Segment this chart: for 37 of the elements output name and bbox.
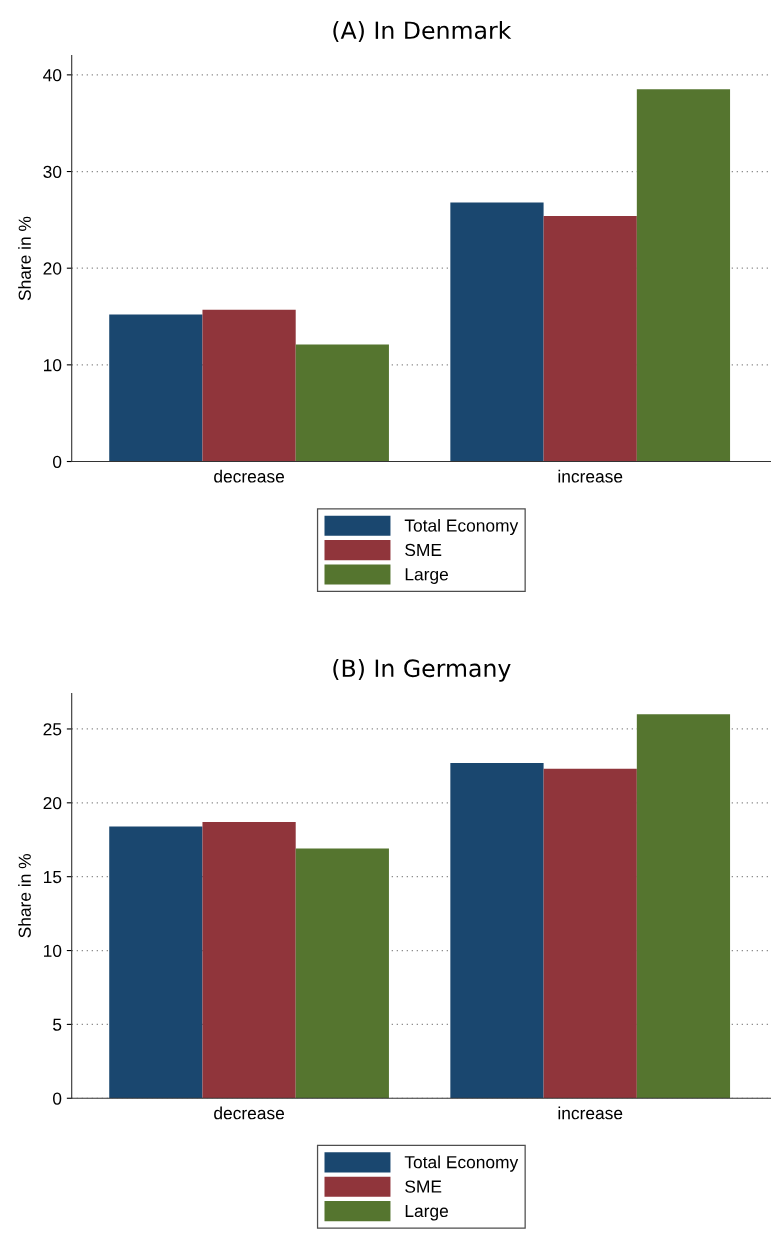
- bar: [295, 344, 389, 462]
- chart-title: (B) In Germany: [333, 658, 511, 682]
- y-tick-label: 0: [53, 455, 62, 468]
- y-tick-label: 10: [44, 944, 62, 957]
- legend-label: Total Economy: [404, 1155, 519, 1172]
- y-tick-label: 30: [43, 165, 62, 178]
- y-axis-title: Share in %: [18, 854, 31, 938]
- x-tick-label: decrease: [214, 1106, 285, 1120]
- x-tick-label: decrease: [214, 469, 285, 483]
- legend-label: Large: [405, 1204, 448, 1221]
- bar: [543, 768, 637, 1099]
- y-tick-label: 20: [43, 796, 62, 810]
- y-tick-label: 25: [43, 723, 62, 736]
- y-tick-label: 40: [43, 69, 62, 82]
- bar: [295, 848, 389, 1099]
- y-tick-label: 20: [43, 262, 62, 275]
- legend-label: Large: [405, 568, 448, 584]
- bar: [109, 314, 203, 462]
- y-axis-title: Share in %: [18, 216, 31, 301]
- y-tick-label: 15: [44, 871, 62, 884]
- legend-label: SME: [405, 1180, 442, 1193]
- bar: [450, 202, 544, 462]
- bar: [202, 822, 296, 1099]
- bar: [109, 826, 203, 1099]
- bar: [636, 89, 731, 462]
- chart-title: (A) In Denmark: [333, 20, 512, 42]
- bar: [202, 309, 296, 462]
- x-tick-label: increase: [558, 1106, 623, 1120]
- bar: [636, 714, 731, 1099]
- legend-label: Total Economy: [404, 518, 519, 536]
- x-tick-label: increase: [558, 469, 623, 483]
- bar: [450, 762, 544, 1099]
- legend-label: SME: [405, 543, 442, 557]
- bar: [543, 215, 637, 462]
- y-tick-label: 5: [53, 1018, 62, 1031]
- y-tick-label: 0: [53, 1092, 62, 1105]
- y-tick-label: 10: [44, 359, 62, 372]
